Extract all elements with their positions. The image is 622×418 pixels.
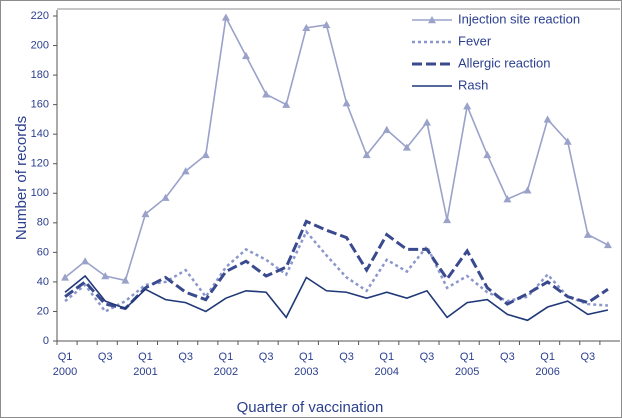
x-tick-label: Q3: [500, 351, 515, 363]
point-marker: [81, 257, 90, 265]
series-line: [64, 14, 609, 282]
point-marker: [161, 193, 170, 201]
point-marker: [523, 186, 532, 194]
x-tick-label: Q3: [178, 351, 193, 363]
point-marker: [282, 100, 291, 108]
y-tick-label: 180: [31, 69, 49, 81]
point-marker: [563, 137, 572, 145]
x-tick-label: Q1: [299, 351, 314, 363]
point-marker: [181, 167, 190, 175]
point-marker: [503, 195, 512, 203]
x-tick-label: Q1: [379, 351, 394, 363]
point-marker: [302, 23, 311, 32]
x-year-label: 2005: [455, 366, 479, 378]
point-marker: [61, 273, 70, 281]
x-year-label: 2002: [214, 366, 238, 378]
x-tick-label: Q3: [420, 351, 435, 363]
y-tick-label: 0: [43, 335, 49, 347]
point-marker: [483, 150, 492, 159]
series-line: [64, 274, 609, 322]
point-marker: [201, 150, 210, 159]
x-tick-label: Q1: [540, 351, 555, 363]
point-marker: [382, 125, 391, 133]
x-year-label: 2004: [375, 366, 399, 378]
point-marker: [402, 143, 411, 151]
y-tick-label: 140: [31, 128, 49, 140]
point-marker: [121, 276, 130, 284]
y-tick-label: 80: [37, 217, 49, 229]
legend-label: Rash: [458, 77, 488, 92]
y-tick-label: 100: [31, 187, 49, 199]
series-line: [64, 219, 609, 311]
point-marker: [242, 51, 251, 60]
x-tick-label: Q3: [259, 351, 274, 363]
x-year-label: 2006: [535, 366, 559, 378]
point-marker: [342, 99, 351, 107]
x-tick-label: Q1: [460, 351, 475, 363]
legend-label: Injection site reaction: [458, 11, 580, 26]
point-marker: [463, 102, 472, 110]
point-marker: [443, 215, 452, 224]
x-tick-label: Q3: [580, 351, 595, 363]
point-marker: [262, 90, 271, 98]
point-marker: [141, 209, 150, 218]
y-tick-label: 220: [31, 10, 49, 22]
point-marker: [583, 230, 592, 238]
y-tick-label: 200: [31, 39, 49, 51]
y-tick-label: 160: [31, 99, 49, 111]
y-tick-label: 120: [31, 158, 49, 170]
y-axis-label: Number of records: [13, 116, 30, 240]
point-marker: [322, 20, 331, 29]
point-marker: [543, 115, 552, 123]
x-tick-label: Q3: [339, 351, 354, 363]
y-tick-label: 20: [37, 305, 49, 317]
x-tick-label: Q3: [98, 351, 113, 363]
x-tick-label: Q1: [58, 351, 73, 363]
x-tick-label: Q1: [138, 351, 153, 363]
y-tick-label: 60: [37, 246, 49, 258]
x-tick-label: Q1: [219, 351, 234, 363]
legend-label: Allergic reaction: [458, 55, 551, 70]
point-marker: [603, 240, 612, 249]
point-marker: [221, 13, 230, 21]
x-year-label: 2001: [133, 366, 157, 378]
x-year-label: 2000: [53, 366, 77, 378]
point-marker: [101, 272, 110, 280]
point-marker: [422, 118, 431, 126]
x-axis-label: Quarter of vaccination: [237, 399, 384, 416]
x-year-label: 2003: [294, 366, 318, 378]
legend-marker: [428, 16, 436, 24]
series-line: [64, 229, 609, 314]
point-marker: [362, 150, 371, 159]
y-tick-label: 40: [37, 276, 49, 288]
legend-label: Fever: [458, 33, 492, 48]
